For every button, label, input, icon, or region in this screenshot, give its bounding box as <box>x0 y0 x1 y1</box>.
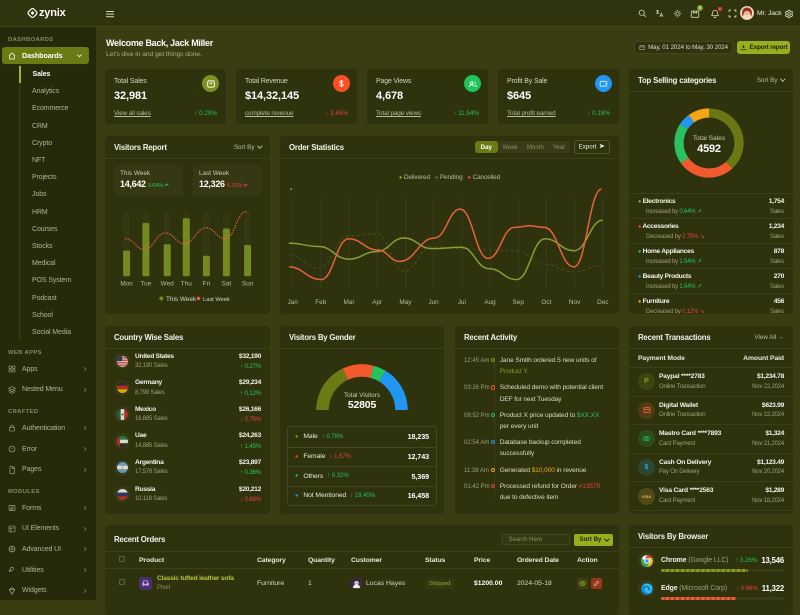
svg-text:Sun: Sun <box>242 281 254 288</box>
svg-text:Jul: Jul <box>458 299 466 306</box>
svg-text:Sat: Sat <box>222 281 232 288</box>
svg-text:Fri: Fri <box>203 281 210 288</box>
svg-text:Aug: Aug <box>484 299 496 306</box>
svg-text:Last Week: Last Week <box>203 297 230 303</box>
svg-text:May: May <box>399 299 412 306</box>
svg-text:Oct: Oct <box>541 299 551 306</box>
svg-text:Nov: Nov <box>569 299 581 306</box>
svg-text:Apr: Apr <box>372 299 383 306</box>
svg-text:Mon: Mon <box>120 281 133 288</box>
svg-text:Thu: Thu <box>181 281 192 288</box>
svg-text:Wed: Wed <box>161 281 174 288</box>
svg-text:Dec: Dec <box>597 299 609 306</box>
svg-text:Tue: Tue <box>141 281 152 288</box>
svg-text:Jan: Jan <box>288 299 298 306</box>
svg-text:This Week: This Week <box>166 296 197 303</box>
svg-text:Feb: Feb <box>315 299 326 306</box>
svg-text:Jun: Jun <box>428 299 439 306</box>
svg-text:Mar: Mar <box>343 299 355 306</box>
svg-text:Sep: Sep <box>513 299 525 306</box>
